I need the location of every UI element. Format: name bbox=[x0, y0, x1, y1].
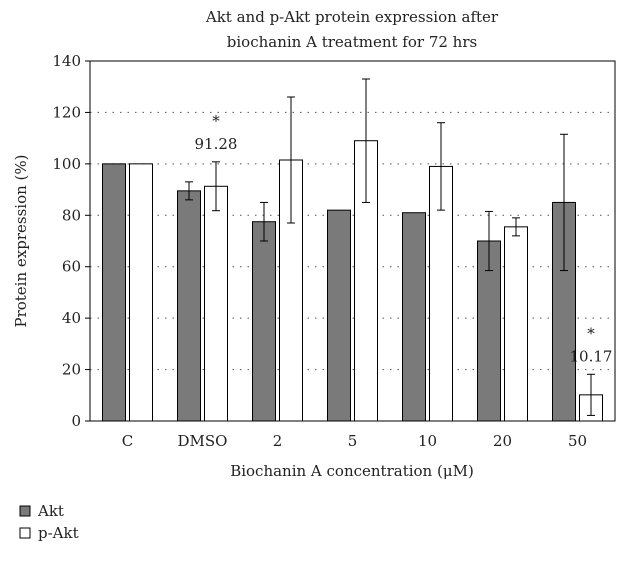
x-tick-label-10: 10 bbox=[418, 432, 437, 450]
gridlines bbox=[90, 111, 615, 371]
y-tick-label-0: 0 bbox=[71, 412, 81, 430]
y-tick-label-60: 60 bbox=[62, 258, 81, 276]
legend: Akt p-Akt bbox=[19, 502, 79, 542]
legend-label-p-akt: p-Akt bbox=[38, 524, 79, 542]
y-tick-label-20: 20 bbox=[62, 361, 81, 379]
x-axis-ticks: C DMSO 2 5 10 20 50 bbox=[122, 432, 587, 450]
chart-title-line-1: Akt and p-Akt protein expression after bbox=[205, 8, 499, 26]
bar-akt-C bbox=[102, 163, 126, 422]
x-tick-label-2: 2 bbox=[273, 432, 283, 450]
bar-p-akt-DMSO bbox=[204, 185, 228, 422]
bar-akt-5 bbox=[327, 209, 351, 422]
chart-title-line-2: biochanin A treatment for 72 hrs bbox=[227, 33, 477, 51]
annotation-value-DMSO: 91.28 bbox=[195, 135, 238, 153]
x-tick-label-5: 5 bbox=[348, 432, 358, 450]
annotations: 91.28 * 10.17 * bbox=[195, 112, 613, 365]
bar-akt-DMSO bbox=[177, 190, 201, 422]
x-tick-label-DMSO: DMSO bbox=[178, 432, 228, 450]
y-axis-label: Protein expression (%) bbox=[12, 154, 30, 327]
error-bars bbox=[185, 78, 595, 416]
x-tick-label-20: 20 bbox=[493, 432, 512, 450]
y-tick-label-40: 40 bbox=[62, 309, 81, 327]
legend-swatch-p-akt bbox=[19, 527, 31, 539]
annotation-asterisk-50: * bbox=[587, 324, 595, 342]
y-tick-label-140: 140 bbox=[52, 52, 81, 70]
y-axis-ticks: 0 20 40 60 80 100 120 140 bbox=[52, 52, 90, 430]
bar-akt-10 bbox=[402, 212, 426, 422]
x-tick-label-C: C bbox=[122, 432, 133, 450]
bar-akt-2 bbox=[252, 221, 276, 422]
y-tick-label-80: 80 bbox=[62, 206, 81, 224]
x-tick-label-50: 50 bbox=[568, 432, 587, 450]
annotation-asterisk-DMSO: * bbox=[212, 112, 220, 130]
bar-p-akt-C bbox=[129, 163, 153, 422]
bars bbox=[102, 140, 603, 422]
y-tick-label-120: 120 bbox=[52, 103, 81, 121]
x-axis-label: Biochanin A concentration (μM) bbox=[230, 462, 474, 480]
legend-label-akt: Akt bbox=[37, 502, 64, 520]
bar-p-akt-20 bbox=[504, 226, 528, 422]
plot-area bbox=[89, 60, 616, 422]
y-tick-label-100: 100 bbox=[52, 155, 81, 173]
annotation-value-50: 10.17 bbox=[570, 347, 613, 365]
legend-swatch-akt bbox=[19, 505, 31, 517]
